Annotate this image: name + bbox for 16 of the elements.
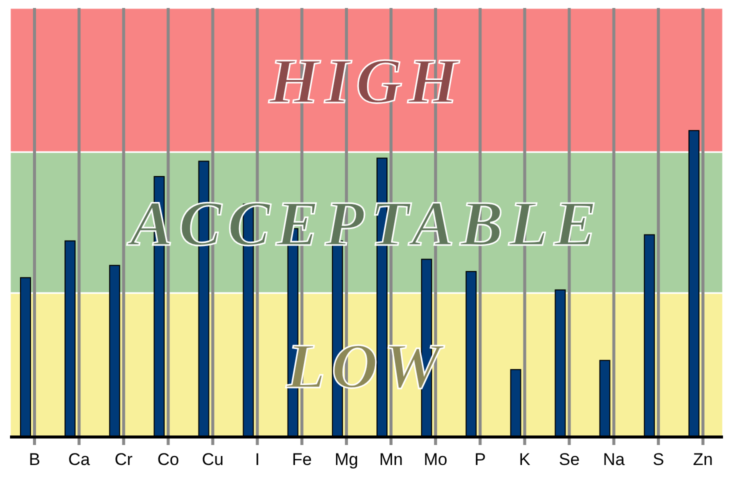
x-tick-label: Mg xyxy=(334,450,358,469)
x-tick-label: Na xyxy=(602,450,626,469)
x-tick-label: B xyxy=(28,450,40,469)
x-tick-label: Ca xyxy=(68,450,90,469)
x-tick-label: S xyxy=(652,450,664,469)
x-tick-label: Zn xyxy=(693,450,713,469)
x-tick-label: Mn xyxy=(379,450,403,469)
x-tick-label: P xyxy=(474,450,486,469)
x-tick-label: Cu xyxy=(202,450,224,469)
x-tick-label: Se xyxy=(558,450,580,469)
x-tick-label: Fe xyxy=(292,450,312,469)
x-tick-label: Mo xyxy=(424,450,448,469)
x-tick-label: I xyxy=(254,450,260,469)
x-tick-label: K xyxy=(519,450,532,469)
x-tick-label: Cr xyxy=(114,450,133,469)
x-tick-label: Co xyxy=(157,450,180,469)
